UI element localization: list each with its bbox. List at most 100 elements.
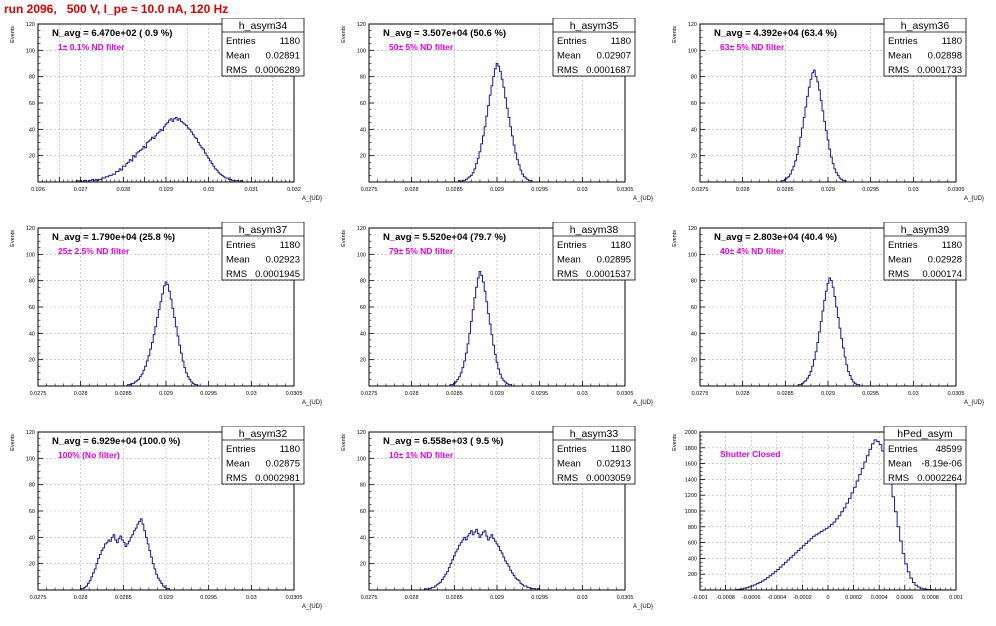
stats-value: 0.02898	[928, 51, 962, 62]
y-tick-label: 40	[691, 331, 697, 337]
y-tick-label: 20	[360, 358, 366, 364]
x-axis-label: A_{UD}	[302, 400, 322, 406]
navg-label: N_avg = 1.790e+04 (25.8 %)	[52, 232, 175, 243]
x-tick-label: 0.0275	[30, 391, 47, 397]
stats-value: 0.02891	[266, 51, 300, 62]
histogram-pad-h_asym35: 0.0275 0.028 0.0285 0.029 0.0295 0.03 0.0305 20…	[341, 18, 653, 202]
stats-key: RMS	[888, 269, 909, 280]
x-tick-label: 0.028	[736, 391, 750, 397]
stats-value: 0.0006289	[255, 65, 300, 76]
y-tick-label: 60	[29, 101, 35, 107]
y-tick-label: 1000	[685, 509, 697, 515]
stats-box: h_asym33 Entries 1180 Mean 0.02913 RMS 0.00030…	[552, 426, 636, 485]
x-tick-label: 0.0295	[531, 391, 548, 397]
y-tick-label: 1200	[685, 493, 697, 499]
stats-key: Entries	[557, 444, 587, 455]
navg-label: N_avg = 5.520e+04 (79.7 %)	[383, 232, 506, 243]
x-tick-label: 0.03	[577, 595, 588, 601]
y-tick-label: 600	[688, 541, 697, 547]
x-tick-label: 0.0002	[845, 595, 862, 601]
stats-key: Mean	[557, 51, 581, 62]
x-axis-label: A_{UD}	[964, 400, 984, 406]
stats-value: 0.02875	[266, 459, 300, 470]
x-tick-label: 0.03	[577, 187, 588, 193]
y-tick-label: 120	[688, 22, 697, 28]
histogram-line	[423, 528, 540, 591]
histogram-line	[780, 69, 847, 182]
histogram-pad-h_asym38: 0.0275 0.028 0.0285 0.029 0.0295 0.03 0.0305 20…	[341, 222, 653, 406]
x-tick-label: 0.0275	[361, 187, 378, 193]
x-tick-label: 0.029	[821, 187, 835, 193]
histogram-line	[449, 270, 513, 386]
y-tick-label: 1800	[685, 446, 697, 452]
y-tick-label: 40	[691, 127, 697, 133]
y-tick-label: 40	[360, 331, 366, 337]
y-tick-label: 400	[688, 556, 697, 562]
y-tick-label: 100	[357, 48, 366, 54]
x-tick-label: 0.03	[203, 187, 214, 193]
y-tick-label: 100	[26, 48, 35, 54]
x-tick-label: 0.026	[31, 187, 45, 193]
stats-key: Mean	[888, 459, 912, 470]
navg-label: N_avg = 6.470e+02 ( 0.9 %)	[52, 28, 172, 39]
x-tick-label: 0.028	[116, 187, 130, 193]
filter-annotation: 25± 2.5% ND filter	[58, 246, 130, 256]
stats-value: 0.02928	[928, 255, 962, 266]
x-tick-label: 0.029	[490, 391, 504, 397]
stats-box-frame	[883, 18, 967, 77]
x-tick-label: 0.031	[244, 187, 258, 193]
histogram-name: h_asym33	[570, 428, 619, 440]
navg-label: N_avg = 3.507e+04 (50.6 %)	[383, 28, 506, 39]
y-tick-label: 80	[360, 483, 366, 489]
stats-value: 0.02907	[597, 51, 631, 62]
y-axis-label: Events	[341, 26, 347, 43]
x-tick-label: 0.028	[74, 391, 88, 397]
y-tick-label: 80	[691, 75, 697, 81]
histogram-line	[80, 518, 170, 590]
stats-value: 1180	[611, 444, 631, 455]
x-tick-label: 0.03	[908, 391, 919, 397]
y-tick-label: 120	[26, 226, 35, 232]
x-tick-label: 0.029	[159, 391, 173, 397]
stats-key: Entries	[226, 444, 256, 455]
stats-key: Entries	[888, 36, 918, 47]
x-tick-label: 0.0305	[286, 595, 303, 601]
x-tick-label: 0.0004	[871, 595, 888, 601]
histogram-pad-h_asym37: 0.0275 0.028 0.0285 0.029 0.0295 0.03 0.0305 20…	[10, 222, 322, 406]
histogram-name: hPed_asym	[897, 428, 953, 440]
stats-key: RMS	[557, 473, 578, 484]
stats-box: h_asym36 Entries 1180 Mean 0.02898 RMS 0.00017…	[883, 18, 967, 77]
x-tick-label: 0.0006	[896, 595, 913, 601]
x-tick-label: 0.029	[159, 187, 173, 193]
x-tick-label: 0.0275	[361, 391, 378, 397]
stats-key: Entries	[888, 444, 918, 455]
stats-box: h_asym37 Entries 1180 Mean 0.02923 RMS 0.00019…	[221, 222, 305, 281]
stats-value: 0.0001537	[586, 269, 631, 280]
y-tick-label: 120	[357, 22, 366, 28]
stats-key: Mean	[888, 255, 912, 266]
x-tick-label: 0.0295	[862, 391, 879, 397]
x-tick-label: 0.03	[246, 391, 257, 397]
stats-key: Entries	[557, 240, 587, 251]
x-tick-label: 0.0285	[115, 391, 132, 397]
x-tick-label: -0.0006	[742, 595, 761, 601]
histogram-name: h_asym37	[239, 224, 288, 236]
x-tick-label: 0.0285	[446, 187, 463, 193]
page-title: run 2096, 500 V, I_pe ≈ 10.0 nA, 120 Hz	[4, 2, 229, 16]
y-tick-label: 100	[357, 252, 366, 258]
x-tick-label: 0.0008	[922, 595, 939, 601]
y-tick-label: 60	[691, 305, 697, 311]
x-tick-label: -0.0002	[793, 595, 812, 601]
histogram-line	[797, 277, 861, 386]
stats-box-frame	[552, 426, 636, 485]
y-tick-label: 40	[29, 127, 35, 133]
histogram-line	[75, 116, 243, 183]
filter-annotation: 79± 5% ND filter	[389, 246, 454, 256]
x-tick-label: 0.028	[74, 595, 88, 601]
stats-key: Entries	[226, 240, 256, 251]
x-tick-label: 0.0305	[617, 595, 634, 601]
y-tick-label: 120	[26, 22, 35, 28]
y-tick-label: 20	[360, 154, 366, 160]
x-tick-label: -0.001	[692, 595, 708, 601]
stats-value: 1180	[611, 36, 631, 47]
